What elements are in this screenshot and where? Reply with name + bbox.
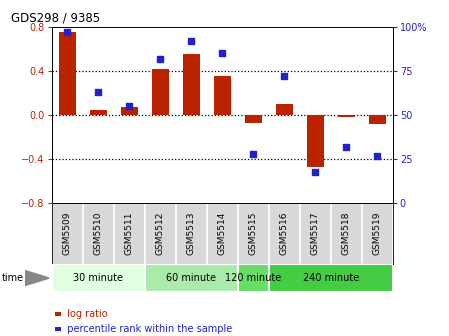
- Bar: [276, 104, 293, 115]
- Point: [312, 169, 319, 174]
- Bar: [245, 115, 262, 123]
- Bar: [214, 77, 231, 115]
- Bar: [90, 110, 107, 115]
- Text: 120 minute: 120 minute: [225, 273, 282, 283]
- Bar: [183, 54, 200, 115]
- Bar: [369, 115, 386, 124]
- Text: GSM5514: GSM5514: [218, 212, 227, 255]
- Bar: [307, 115, 324, 167]
- Point: [374, 153, 381, 158]
- Text: GSM5519: GSM5519: [373, 212, 382, 255]
- Point: [343, 144, 350, 150]
- Text: GDS298 / 9385: GDS298 / 9385: [11, 11, 100, 24]
- Point: [157, 56, 164, 61]
- Point: [64, 30, 71, 35]
- Text: GSM5518: GSM5518: [342, 212, 351, 255]
- Bar: [338, 115, 355, 117]
- Bar: [59, 32, 76, 115]
- Polygon shape: [25, 270, 49, 286]
- Bar: [52, 264, 145, 292]
- Bar: [238, 264, 269, 292]
- Text: GSM5512: GSM5512: [156, 212, 165, 255]
- Text: log ratio: log ratio: [61, 309, 107, 319]
- Bar: [269, 264, 393, 292]
- Text: GSM5510: GSM5510: [94, 212, 103, 255]
- Text: GSM5509: GSM5509: [63, 212, 72, 255]
- Text: GSM5513: GSM5513: [187, 212, 196, 255]
- Point: [126, 103, 133, 109]
- Point: [188, 38, 195, 44]
- Point: [250, 151, 257, 157]
- Point: [95, 89, 102, 95]
- Text: percentile rank within the sample: percentile rank within the sample: [61, 324, 232, 334]
- Point: [281, 74, 288, 79]
- Bar: [145, 264, 238, 292]
- Text: 30 minute: 30 minute: [73, 273, 123, 283]
- Text: 240 minute: 240 minute: [303, 273, 359, 283]
- Text: time: time: [2, 273, 24, 283]
- Text: 60 minute: 60 minute: [166, 273, 216, 283]
- Bar: [152, 69, 169, 115]
- Text: GSM5511: GSM5511: [125, 212, 134, 255]
- Bar: [121, 108, 138, 115]
- Text: GSM5515: GSM5515: [249, 212, 258, 255]
- Text: GSM5516: GSM5516: [280, 212, 289, 255]
- Text: GSM5517: GSM5517: [311, 212, 320, 255]
- Point: [219, 51, 226, 56]
